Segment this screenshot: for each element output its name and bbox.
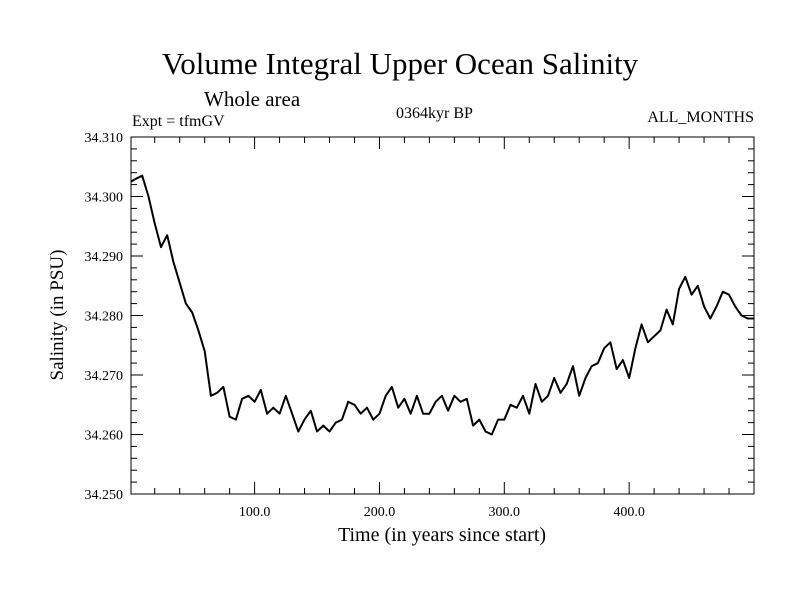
x-tick-label: 200.0 bbox=[364, 505, 396, 520]
period-label: 0364kyr BP bbox=[396, 105, 473, 122]
y-tick-label: 34.300 bbox=[85, 191, 124, 206]
x-tick-label: 100.0 bbox=[239, 505, 271, 520]
x-axis: 100.0 200.0 300.0 400.0 bbox=[154, 137, 730, 520]
y-axis-label: Salinity (in PSU) bbox=[47, 250, 68, 381]
plot-frame bbox=[130, 136, 755, 495]
series-line bbox=[130, 174, 754, 436]
y-tick-label: 34.290 bbox=[85, 250, 124, 265]
y-tick-label: 34.280 bbox=[85, 310, 124, 325]
chart-subtitle: Whole area bbox=[204, 87, 301, 111]
experiment-label: Expt = tfmGV bbox=[132, 113, 225, 130]
series-layer bbox=[130, 174, 754, 436]
x-tick-label: 300.0 bbox=[489, 505, 521, 520]
y-tick-label: 34.260 bbox=[85, 429, 124, 444]
months-label: ALL_MONTHS bbox=[647, 109, 754, 126]
chart-title: Volume Integral Upper Ocean Salinity bbox=[161, 46, 639, 81]
y-tick-label: 34.250 bbox=[85, 488, 124, 503]
y-tick-label: 34.310 bbox=[85, 131, 124, 146]
y-tick-label: 34.270 bbox=[85, 369, 124, 384]
x-axis-label: Time (in years since start) bbox=[338, 524, 546, 546]
y-axis: 34.250 34.260 34.270 34.280 34.290 34.300 34.3… bbox=[85, 131, 754, 503]
x-tick-label: 400.0 bbox=[613, 505, 645, 520]
